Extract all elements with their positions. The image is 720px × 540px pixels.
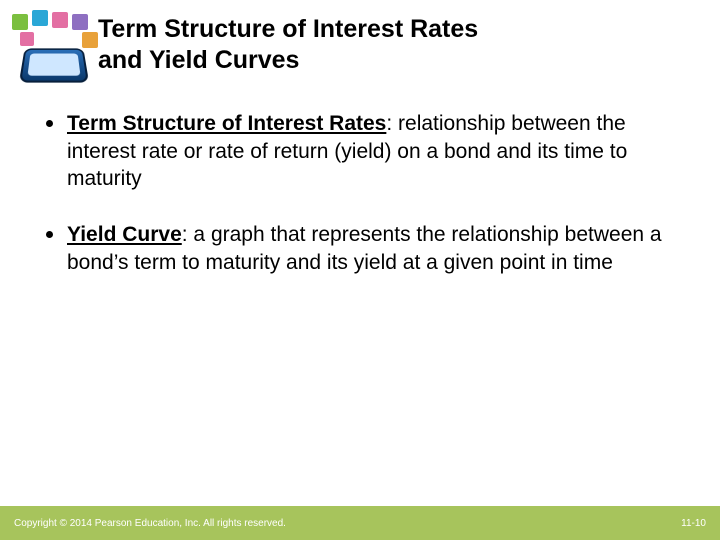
bullet-item: Yield Curve: a graph that represents the… — [46, 221, 674, 276]
bullet-text: Term Structure of Interest Rates: relati… — [67, 110, 674, 193]
slide-body: Term Structure of Interest Rates: relati… — [0, 84, 720, 506]
title-line-2: and Yield Curves — [98, 45, 478, 76]
header: Term Structure of Interest Rates and Yie… — [0, 0, 720, 84]
bullet-term: Yield Curve — [67, 223, 182, 246]
page-number: 11-10 — [681, 518, 706, 529]
app-tile-icon — [52, 12, 68, 28]
bullet-dot-icon — [46, 231, 53, 238]
slide: Term Structure of Interest Rates and Yie… — [0, 0, 720, 540]
tablet-icon — [19, 48, 89, 82]
bullet-term: Term Structure of Interest Rates — [67, 112, 386, 135]
slide-title: Term Structure of Interest Rates and Yie… — [98, 10, 478, 77]
app-tile-icon — [32, 10, 48, 26]
logo-graphic — [10, 10, 98, 84]
bullet-item: Term Structure of Interest Rates: relati… — [46, 110, 674, 193]
app-tile-icon — [72, 14, 88, 30]
copyright-text: Copyright © 2014 Pearson Education, Inc.… — [14, 518, 286, 529]
bullet-text: Yield Curve: a graph that represents the… — [67, 221, 674, 276]
title-line-1: Term Structure of Interest Rates — [98, 14, 478, 45]
app-tile-icon — [20, 32, 34, 46]
footer: Copyright © 2014 Pearson Education, Inc.… — [0, 506, 720, 540]
app-tile-icon — [12, 14, 28, 30]
app-tile-icon — [82, 32, 98, 48]
bullet-dot-icon — [46, 120, 53, 127]
